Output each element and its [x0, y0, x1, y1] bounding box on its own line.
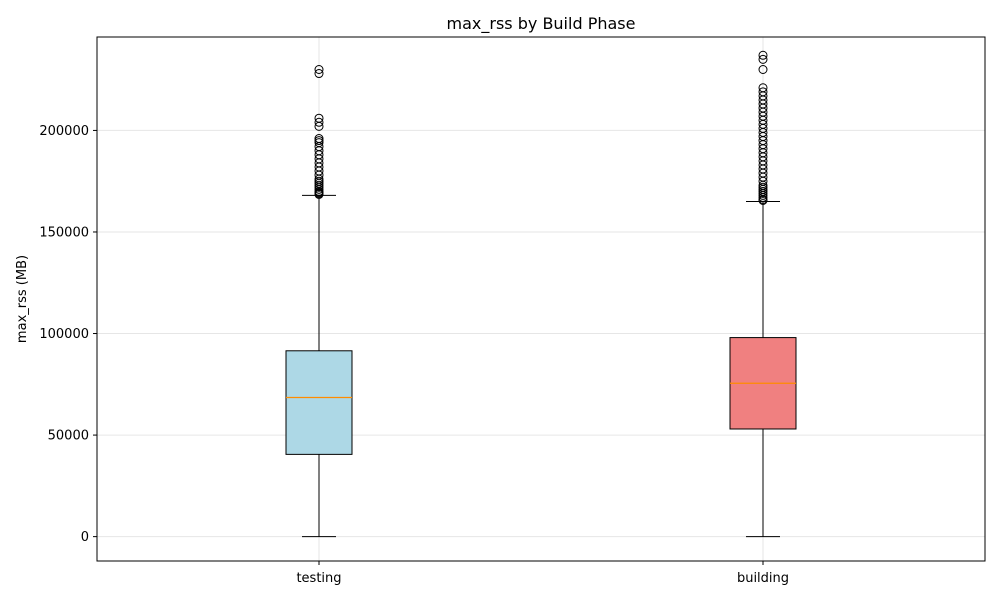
y-tick-label: 0 — [81, 530, 89, 545]
outlier-point — [314, 64, 324, 74]
grid — [97, 37, 985, 561]
outlier-point — [758, 64, 768, 74]
outlier-point — [758, 87, 768, 97]
outlier-point — [314, 69, 324, 79]
y-axis: 0 50000 100000 150000 200000 — [39, 124, 97, 545]
boxes — [285, 50, 797, 538]
y-tick-label: 100000 — [39, 327, 89, 342]
y-tick-label: 50000 — [48, 429, 89, 444]
outlier-point — [314, 134, 324, 144]
outlier-point — [314, 113, 324, 123]
y-tick-label: 200000 — [39, 124, 89, 139]
box-building — [729, 50, 797, 538]
x-axis: testing building — [296, 561, 789, 586]
chart-title: max_rss by Build Phase — [447, 14, 636, 34]
outlier-point — [758, 54, 768, 64]
box-testing — [285, 64, 353, 538]
y-tick-label: 150000 — [39, 225, 89, 240]
x-tick-label: testing — [296, 571, 341, 586]
outlier-point — [758, 83, 768, 93]
outlier-point — [314, 117, 324, 127]
outlier-point — [758, 50, 768, 60]
plot-frame — [96, 36, 986, 562]
y-axis-label: max_rss (MB) — [15, 255, 30, 343]
x-tick-label: building — [737, 571, 789, 586]
box-iqr — [285, 350, 353, 455]
